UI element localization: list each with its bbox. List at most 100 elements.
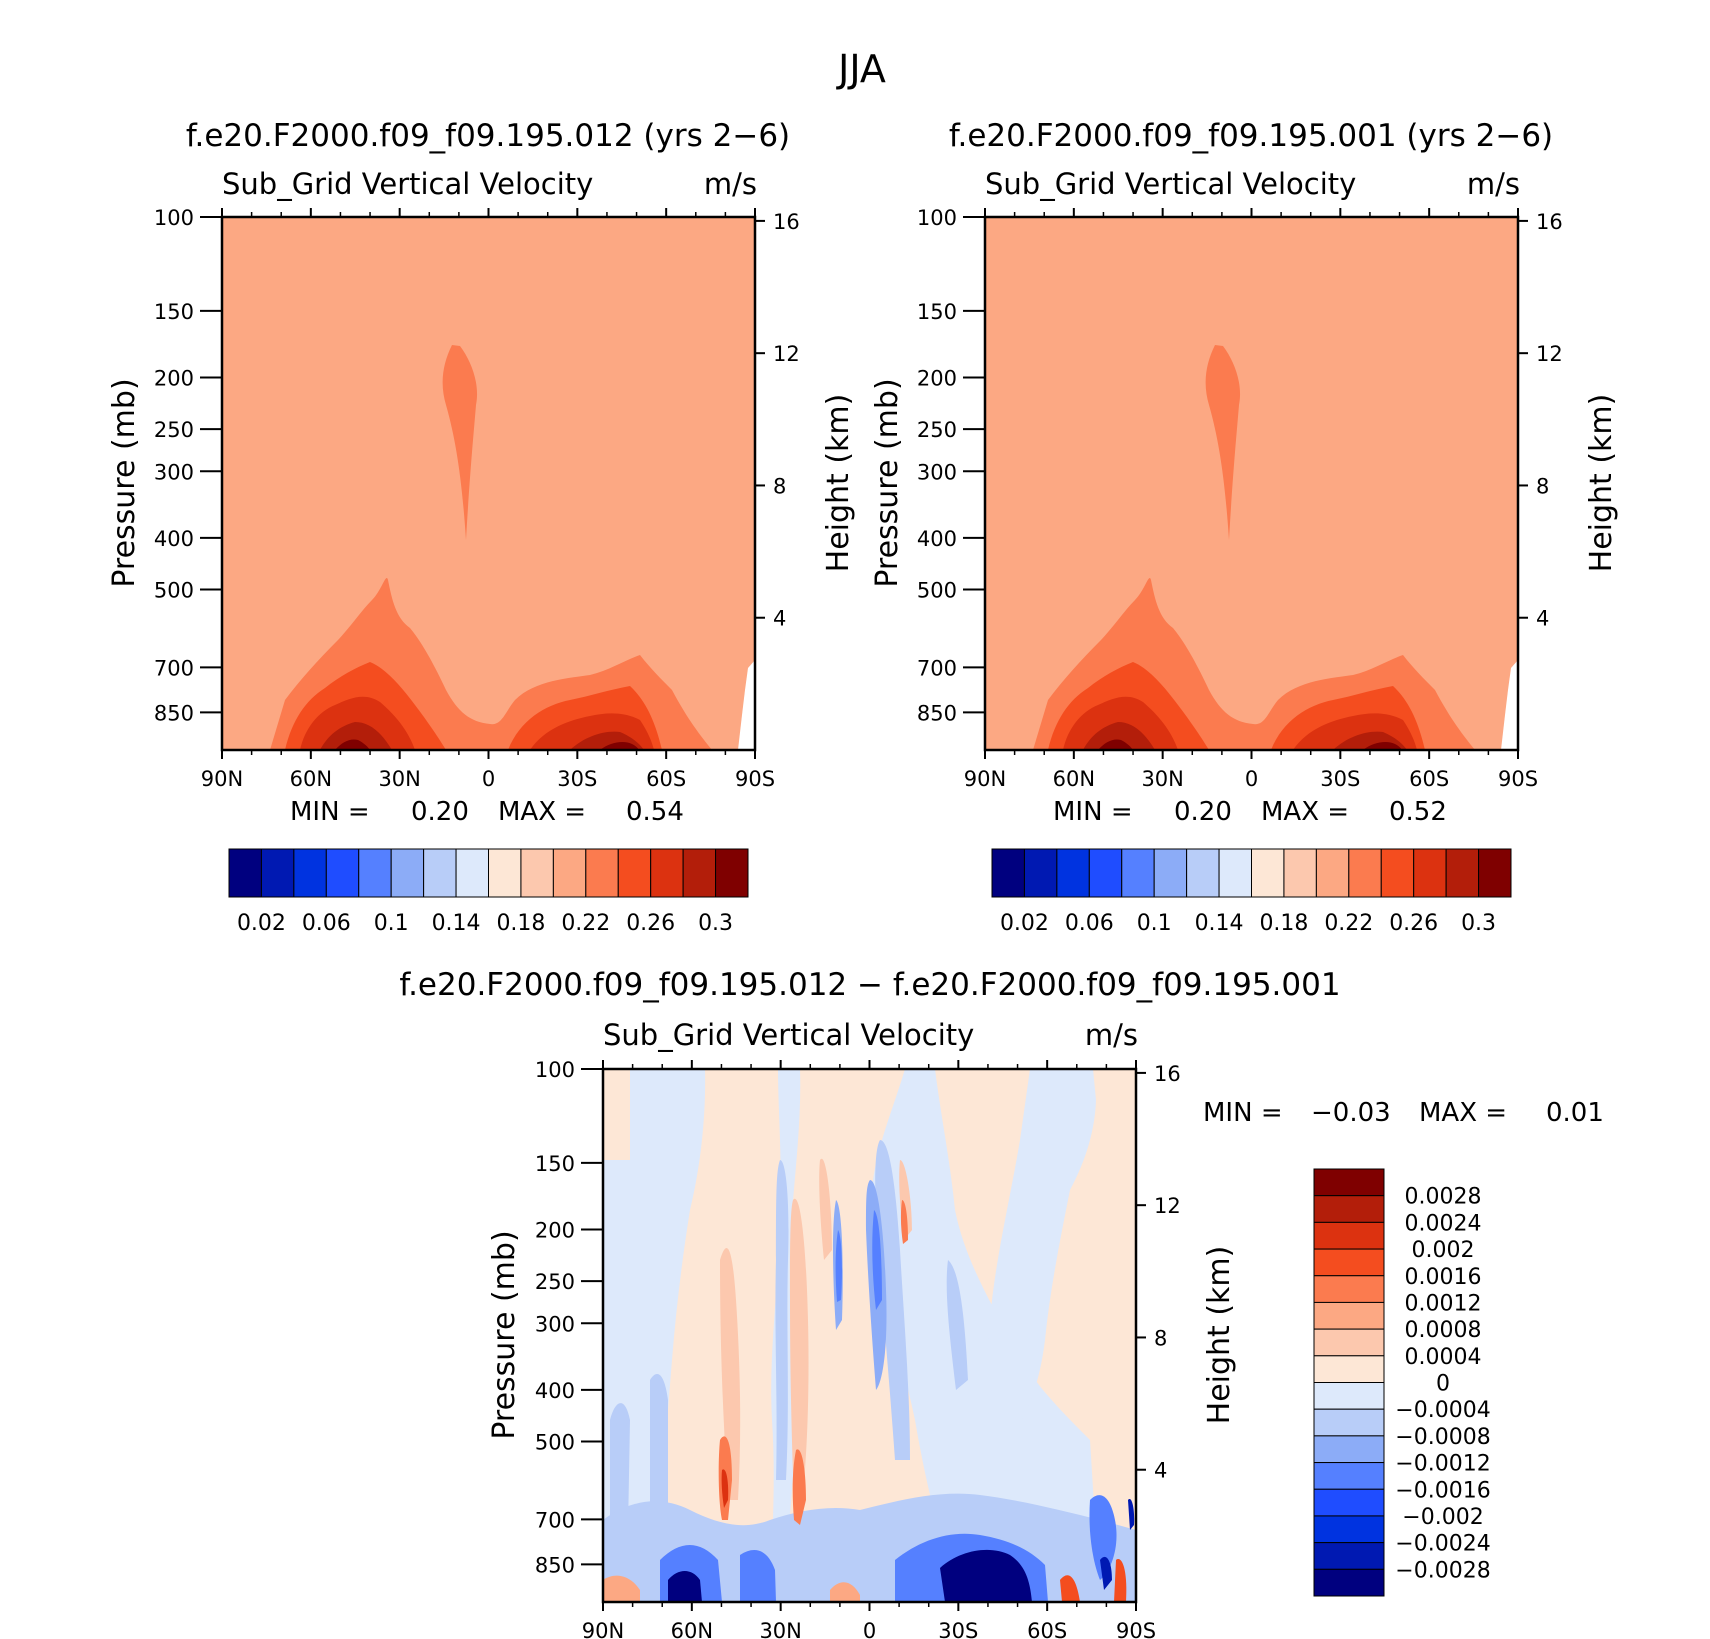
contour-pos-0.0024-west bbox=[721, 1469, 729, 1508]
min-label: MIN = bbox=[1203, 1098, 1283, 1128]
colorbar-box bbox=[991, 848, 1025, 898]
colorbar-label: 0.22 bbox=[561, 911, 610, 936]
colorbar-box bbox=[1023, 848, 1058, 898]
y2label: Height (km) bbox=[1202, 1246, 1237, 1425]
colorbar-label: 0.18 bbox=[1259, 911, 1308, 936]
y-tick-label: 700 bbox=[535, 1508, 575, 1532]
colorbar: 0.02 0.06 0.1 0.14 0.18 0.22 0.26 0.3 bbox=[991, 848, 1512, 936]
y-tick-label: 100 bbox=[917, 206, 957, 230]
colorbar-label: 0 bbox=[1436, 1372, 1450, 1397]
y-tick-label: 250 bbox=[535, 1270, 575, 1294]
y-tick-label: 200 bbox=[535, 1218, 575, 1242]
max-value: 0.01 bbox=[1546, 1098, 1604, 1128]
colorbar-box bbox=[1413, 848, 1447, 898]
colorbar-label: 0.0012 bbox=[1405, 1291, 1482, 1316]
y-tick-label: 250 bbox=[154, 418, 194, 442]
y2-tick-label: 4 bbox=[1536, 607, 1549, 631]
contour-band-0.3 bbox=[1063, 696, 1417, 750]
colorbar-label: 0.1 bbox=[1137, 911, 1172, 936]
colorbar: 0.02 0.06 0.1 0.14 0.18 0.22 0.26 0.3 bbox=[228, 848, 749, 936]
colorbar-label: 0.22 bbox=[1324, 911, 1373, 936]
colorbar-box bbox=[1313, 1488, 1385, 1517]
colorbar-label: 0.0028 bbox=[1405, 1185, 1482, 1210]
units-label: m/s bbox=[704, 167, 757, 201]
colorbar-box bbox=[1313, 1382, 1385, 1410]
colorbar-box bbox=[455, 848, 489, 898]
colorbar-label: 0.0024 bbox=[1405, 1211, 1482, 1236]
x-tick-label: 60N bbox=[671, 1619, 713, 1639]
y2-tick-label: 8 bbox=[1154, 1326, 1167, 1350]
panel-difference: f.e20.F2000.f09_f09.195.012 − f.e20.F200… bbox=[399, 967, 1603, 1639]
contour-upper-tongue bbox=[1205, 345, 1241, 540]
y2-tick-label: 8 bbox=[1536, 474, 1549, 498]
colorbar: 0.00280.00240.0020.00160.00120.00080.000… bbox=[1313, 1168, 1491, 1597]
colorbar-box bbox=[1313, 1355, 1385, 1383]
y-tick-label: 100 bbox=[154, 206, 194, 230]
min-value: −0.03 bbox=[1311, 1098, 1391, 1128]
x-tick-label: 0 bbox=[482, 767, 495, 791]
colorbar-box bbox=[1251, 848, 1285, 898]
contour-band-0.3 bbox=[300, 696, 654, 750]
colorbar-box bbox=[1313, 1328, 1385, 1357]
colorbar-box bbox=[488, 848, 522, 898]
contour-field bbox=[222, 217, 755, 750]
colorbar-box bbox=[1313, 1462, 1385, 1490]
x-tick-label: 60S bbox=[1409, 767, 1449, 791]
colorbar-label: 0.18 bbox=[496, 911, 545, 936]
colorbar-box bbox=[1313, 1435, 1385, 1464]
units-label: m/s bbox=[1085, 1018, 1138, 1052]
colorbar-label: 0.26 bbox=[626, 911, 675, 936]
y-tick-label: 400 bbox=[917, 527, 957, 551]
x-tick-label: 30N bbox=[1141, 767, 1183, 791]
y-tick-label: 500 bbox=[917, 579, 957, 603]
colorbar-label: −0.0012 bbox=[1395, 1452, 1490, 1477]
variable-label: Sub_Grid Vertical Velocity bbox=[603, 1018, 974, 1052]
colorbar-box bbox=[715, 848, 749, 898]
y-tick-label: 500 bbox=[535, 1431, 575, 1455]
min-value: 0.20 bbox=[1174, 797, 1232, 827]
x-tick-label: 90N bbox=[201, 767, 243, 791]
colorbar-box bbox=[1056, 848, 1090, 898]
y-tick-label: 300 bbox=[535, 1312, 575, 1336]
colorbar-box bbox=[423, 848, 457, 898]
min-label: MIN = bbox=[1053, 797, 1133, 827]
x-tick-label: 0 bbox=[1245, 767, 1258, 791]
contour-neg-region-east bbox=[988, 1069, 1096, 1440]
y-tick-label: 300 bbox=[917, 460, 957, 484]
y-tick-label: 150 bbox=[535, 1152, 575, 1176]
panel-control: f.e20.F2000.f09_f09.195.001 (yrs 2−6) Su… bbox=[870, 118, 1619, 936]
x-tick-label: 60N bbox=[290, 767, 332, 791]
colorbar-label: −0.0024 bbox=[1395, 1532, 1490, 1557]
x-tick-label: 60S bbox=[1027, 1619, 1067, 1639]
contour-neg-0.0008-west bbox=[610, 1374, 668, 1540]
x-tick-label: 90S bbox=[1498, 767, 1538, 791]
colorbar-label: −0.0016 bbox=[1395, 1478, 1490, 1503]
max-label: MAX = bbox=[498, 797, 586, 827]
y2-tick-label: 12 bbox=[1536, 342, 1563, 366]
colorbar-box bbox=[260, 848, 295, 898]
colorbar-box bbox=[1478, 848, 1512, 898]
colorbar-box bbox=[1313, 1195, 1385, 1223]
colorbar-box bbox=[552, 848, 587, 898]
colorbar-box bbox=[1313, 1168, 1385, 1197]
ylabel: Pressure (mb) bbox=[870, 378, 905, 587]
y-tick-label: 150 bbox=[154, 300, 194, 324]
contour-neg-0.0028-lowlevel bbox=[668, 1549, 1032, 1602]
contour-pos-lowlevel-rim bbox=[603, 1575, 860, 1602]
field-background bbox=[222, 217, 755, 750]
colorbar-label: −0.002 bbox=[1402, 1505, 1483, 1530]
colorbar-box bbox=[1313, 1301, 1385, 1330]
colorbar-box bbox=[1153, 848, 1188, 898]
colorbar-label: 0.1 bbox=[374, 911, 409, 936]
contour-polar-positive bbox=[1060, 1559, 1127, 1602]
colorbar-label: 0.14 bbox=[432, 911, 481, 936]
y2-tick-label: 4 bbox=[773, 607, 786, 631]
y2label: Height (km) bbox=[821, 394, 856, 573]
x-tick-label: 30S bbox=[938, 1619, 978, 1639]
variable-label: Sub_Grid Vertical Velocity bbox=[222, 167, 593, 201]
max-value: 0.52 bbox=[1389, 797, 1447, 827]
y-tick-label: 850 bbox=[917, 701, 957, 725]
colorbar-box bbox=[325, 848, 360, 898]
panel-title: f.e20.F2000.f09_f09.195.012 − f.e20.F200… bbox=[399, 967, 1340, 1003]
x-tick-label: 90S bbox=[1116, 1619, 1156, 1639]
